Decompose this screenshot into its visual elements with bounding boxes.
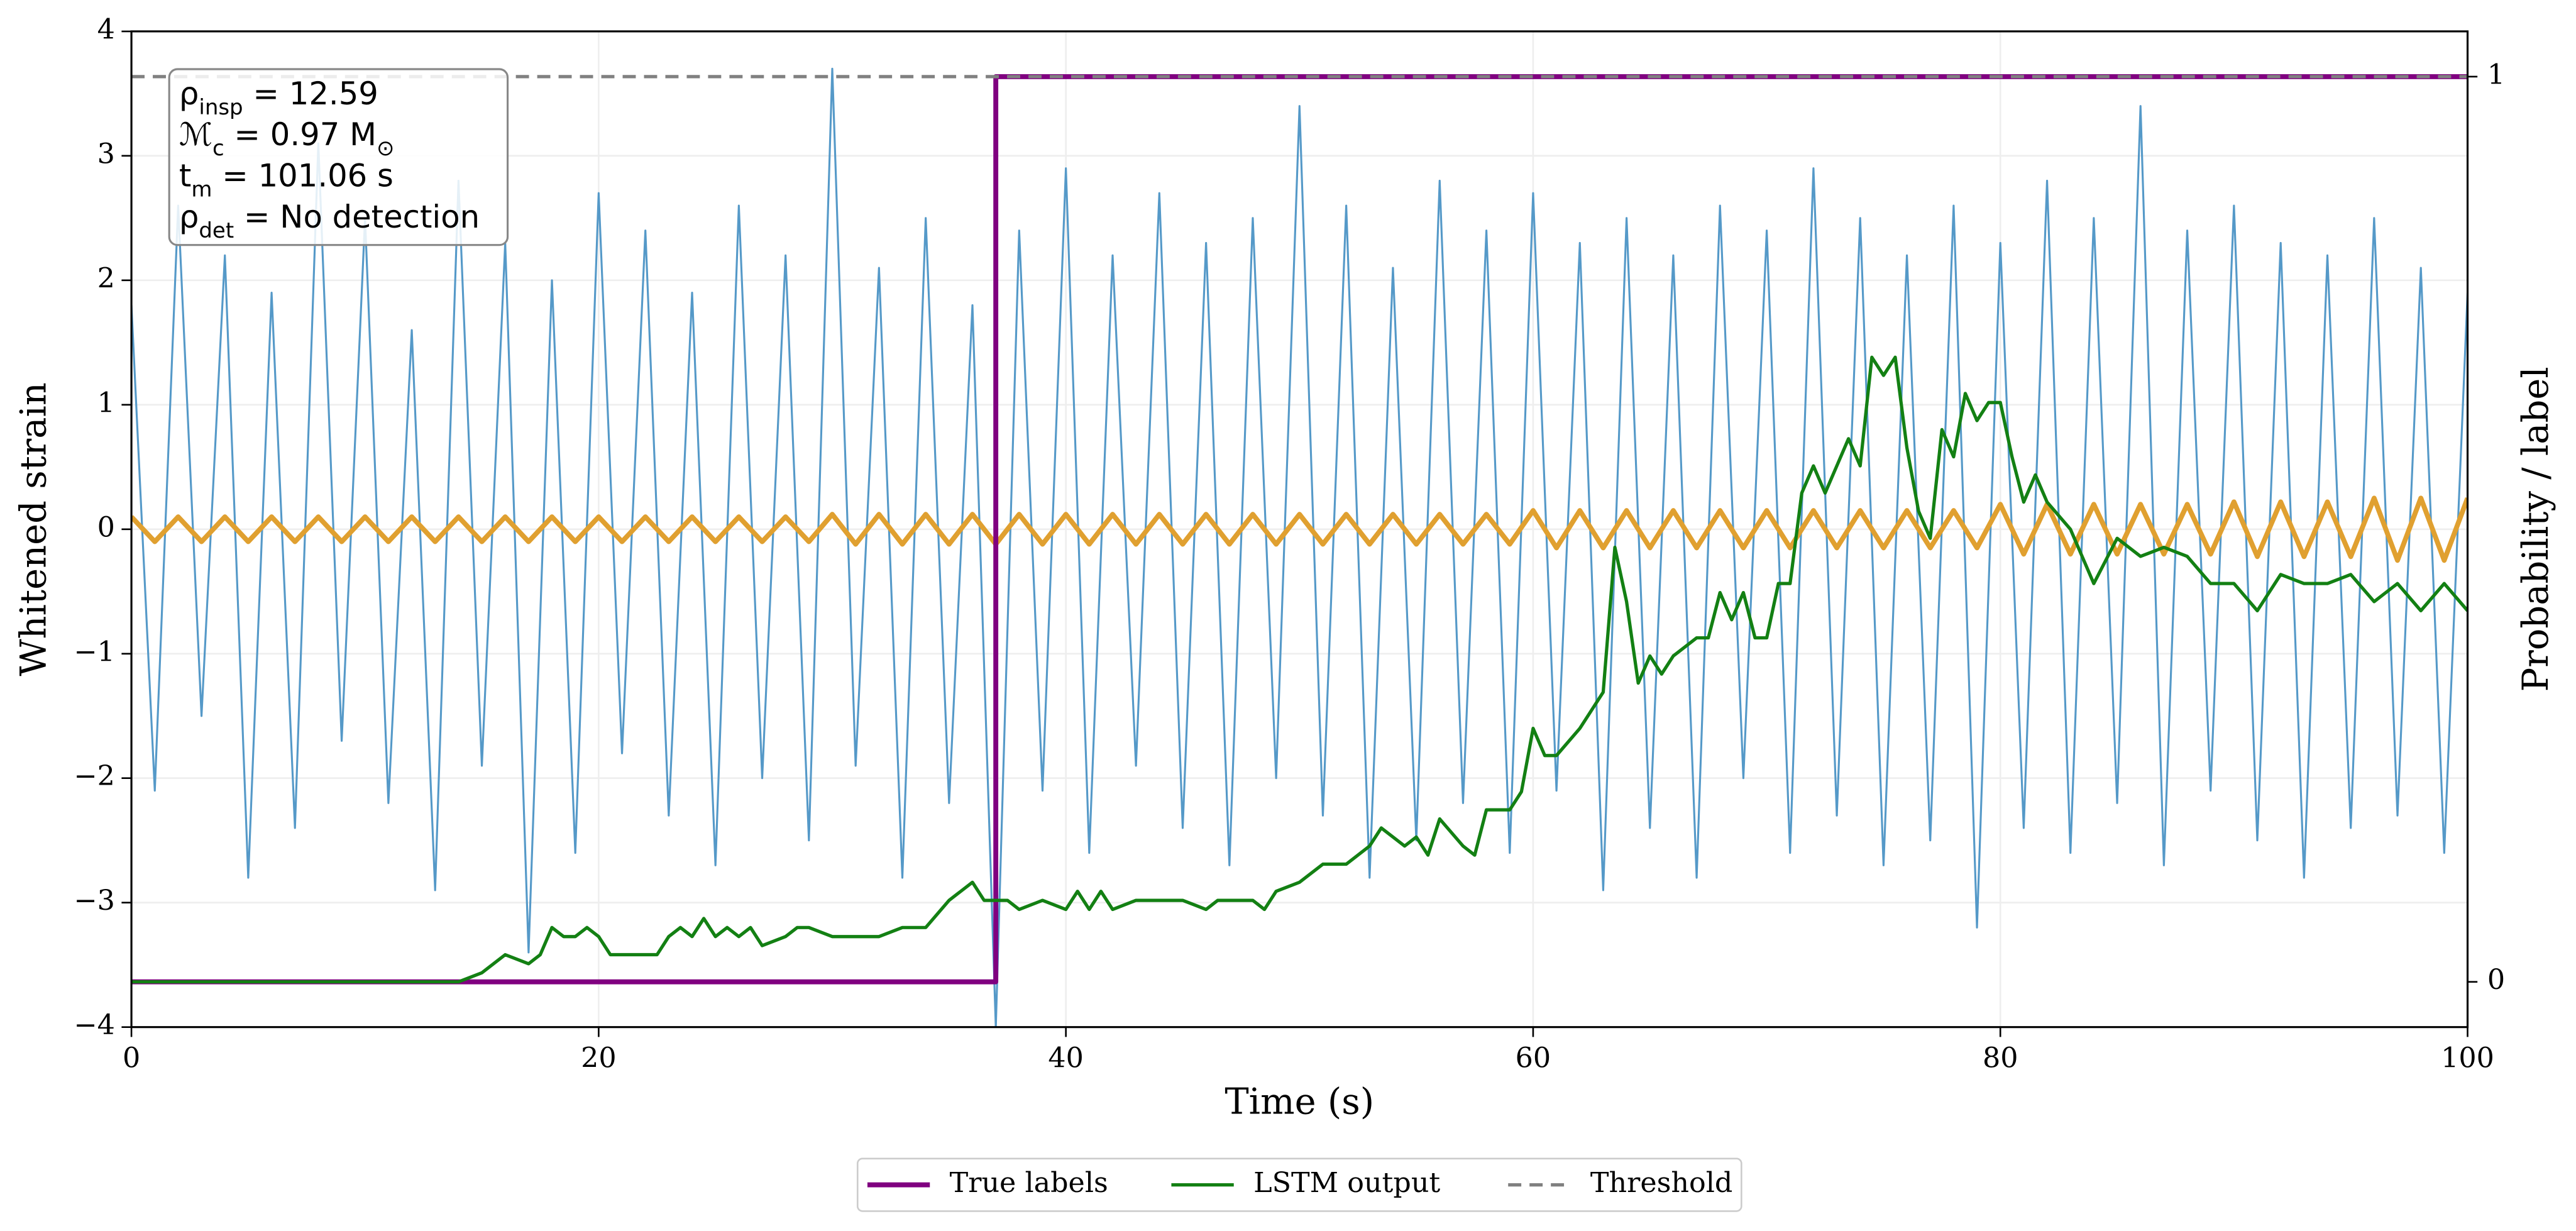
annotation-part: = 12.59 xyxy=(243,75,378,111)
y2-tick-label: 1 xyxy=(2487,58,2505,91)
series-line xyxy=(131,74,2468,985)
y-tick-label: −4 xyxy=(74,1009,114,1041)
annotation-part: c xyxy=(212,136,224,161)
annotation-part: ρ xyxy=(179,198,199,235)
annotation-part: det xyxy=(199,218,234,243)
annotation-part: ℳ xyxy=(179,116,212,153)
x-tick-label: 100 xyxy=(2441,1042,2494,1074)
y-tick-label: −1 xyxy=(74,636,114,668)
y-tick-label: 4 xyxy=(97,13,115,45)
annotation-line: ℳc = 0.97 M⊙ xyxy=(179,116,395,161)
y-tick-label: 1 xyxy=(97,387,115,419)
y2-tick-label: 0 xyxy=(2487,964,2505,996)
series-line xyxy=(131,67,2468,1027)
annotation-box xyxy=(168,68,509,246)
legend-label: LSTM output xyxy=(1253,1167,1440,1199)
annotation-line: tm = 101.06 s xyxy=(179,157,394,202)
x-tick-label: 40 xyxy=(1048,1042,1084,1074)
annotation-part: insp xyxy=(199,94,243,119)
annotation-part: = 0.97 M xyxy=(224,116,377,153)
annotation-part: t xyxy=(179,157,191,194)
series-line xyxy=(131,495,2468,563)
annotation-part: = 101.06 s xyxy=(212,157,394,194)
x-tick-label: 60 xyxy=(1516,1042,1551,1074)
legend-label: Threshold xyxy=(1590,1167,1732,1199)
x-tick-label: 80 xyxy=(1983,1042,2018,1074)
series-line xyxy=(131,355,2468,984)
annotation-line: ρdet = No detection xyxy=(179,198,480,243)
y2-axis-label: Probability / label xyxy=(2514,367,2557,692)
plot-area xyxy=(131,67,2468,1027)
legend-label: True labels xyxy=(950,1167,1108,1199)
annotation-part: ρ xyxy=(179,75,199,111)
y-tick-label: −3 xyxy=(74,885,114,917)
x-tick-label: 0 xyxy=(123,1042,140,1074)
annotation-part: = No detection xyxy=(234,198,480,235)
legend-box xyxy=(856,1157,1742,1212)
y-tick-label: 0 xyxy=(97,511,115,543)
annotation-part: ⊙ xyxy=(377,136,394,161)
x-tick-label: 20 xyxy=(581,1042,617,1074)
x-axis-label: Time (s) xyxy=(1225,1081,1374,1123)
y-tick-label: 3 xyxy=(97,138,115,170)
annotation-part: m xyxy=(191,177,212,202)
y-tick-label: 2 xyxy=(97,262,115,294)
legend: True labels LSTM output Threshold xyxy=(856,1157,1742,1212)
y-tick-label: −2 xyxy=(74,760,114,792)
y-axis-label: Whitened strain xyxy=(13,382,55,676)
annotation-line: ρinsp = 12.59 xyxy=(179,75,378,119)
